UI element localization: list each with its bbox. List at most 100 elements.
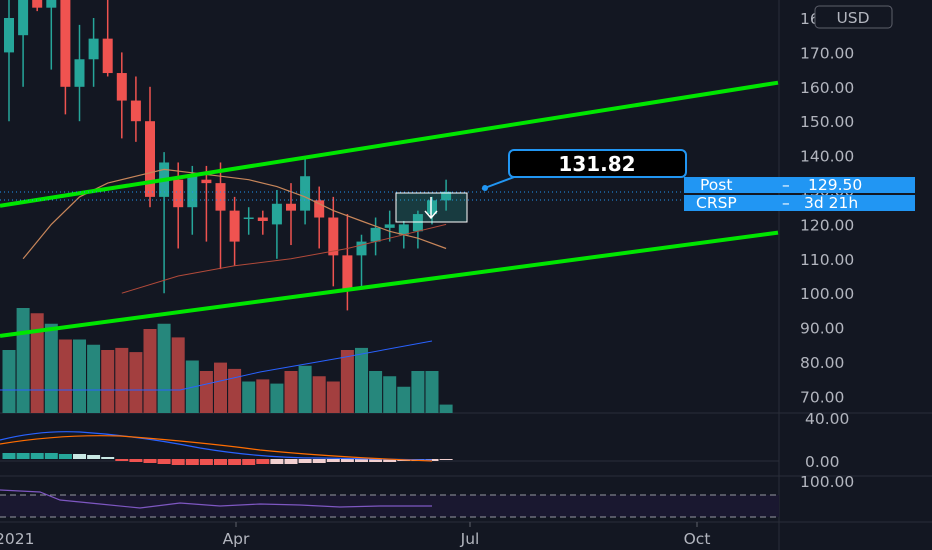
macd-histogram-bar bbox=[115, 459, 129, 461]
currency-button[interactable]: USD bbox=[814, 5, 893, 29]
candle-body bbox=[328, 217, 339, 256]
price-tick-label: 70.00 bbox=[800, 388, 844, 406]
macd-histogram-bar bbox=[73, 454, 86, 459]
symbol-tag-dash: – bbox=[782, 194, 790, 212]
candle-body bbox=[229, 210, 240, 242]
candle bbox=[145, 86, 155, 208]
candle-body bbox=[102, 38, 113, 74]
candle-body bbox=[215, 183, 226, 211]
ma-short-line bbox=[121, 223, 447, 294]
candle-body bbox=[130, 100, 141, 122]
candle bbox=[32, 0, 43, 12]
volume-bar bbox=[44, 323, 58, 413]
candle bbox=[286, 183, 296, 246]
candle-body bbox=[145, 121, 155, 197]
volume-bar bbox=[340, 350, 354, 413]
candle-body bbox=[46, 0, 57, 8]
oscillator-layer bbox=[0, 431, 779, 518]
price-tick-label: 100.00 bbox=[800, 285, 854, 303]
macd-histogram-bar bbox=[16, 453, 30, 459]
candle bbox=[229, 196, 240, 266]
price-tick-label: 170.00 bbox=[800, 44, 854, 62]
price-tick-label: 120.00 bbox=[800, 216, 854, 234]
volume-bar bbox=[157, 323, 171, 413]
volume-bar bbox=[115, 347, 129, 413]
post-tag-value: 129.50 bbox=[808, 176, 862, 194]
candle bbox=[243, 207, 254, 235]
macd-histogram-bar bbox=[326, 459, 340, 462]
volume-ma-line bbox=[0, 340, 433, 391]
rsi-tick-label: 100.00 bbox=[800, 473, 854, 491]
candle-body bbox=[74, 59, 85, 87]
candle-body bbox=[32, 0, 43, 8]
candle-body bbox=[4, 18, 14, 53]
candle-body bbox=[398, 224, 409, 235]
candle-body bbox=[441, 191, 452, 201]
price-tick-label: 140.00 bbox=[800, 148, 854, 166]
volume-bar bbox=[326, 381, 340, 413]
macd-histogram-bar bbox=[369, 459, 383, 462]
volume-bar bbox=[312, 376, 326, 413]
macd-histogram-bar bbox=[44, 453, 58, 459]
candle-body bbox=[116, 73, 127, 101]
symbol-tag-bg bbox=[684, 195, 915, 211]
volume-bar bbox=[16, 308, 30, 413]
candle-body bbox=[18, 0, 29, 36]
candle-body bbox=[412, 214, 423, 232]
candle-body bbox=[286, 203, 296, 211]
candle-body bbox=[243, 217, 254, 220]
candle bbox=[46, 0, 57, 70]
macd-tick-label: 0.00 bbox=[805, 453, 840, 471]
candle-layer bbox=[4, 0, 452, 311]
volume-bar bbox=[214, 362, 227, 413]
candle-body bbox=[384, 224, 395, 228]
macd-histogram-bar bbox=[101, 457, 115, 459]
macd-histogram-bar bbox=[228, 459, 242, 465]
volume-bar bbox=[228, 368, 242, 413]
macd-histogram-bar bbox=[312, 459, 326, 463]
price-tick-label: 150.00 bbox=[800, 113, 854, 131]
candle bbox=[116, 52, 127, 139]
candle-body bbox=[88, 38, 99, 60]
candle bbox=[412, 210, 423, 249]
symbol-tag-value: 3d 21h bbox=[804, 194, 858, 212]
volume-bar bbox=[383, 376, 397, 413]
post-price-tag: Post 129.50 – bbox=[684, 176, 915, 194]
macd-histogram-bar bbox=[143, 459, 157, 463]
candle-body bbox=[300, 176, 311, 211]
macd-histogram-bar bbox=[298, 459, 312, 463]
candle bbox=[356, 234, 367, 287]
macd-histogram-bar bbox=[58, 454, 72, 459]
candle bbox=[300, 159, 311, 225]
channel-lower-line bbox=[0, 230, 779, 338]
macd-histogram-bar bbox=[256, 459, 270, 464]
candle bbox=[342, 214, 353, 311]
time-tick-label: Jul bbox=[460, 530, 480, 548]
volume-bar bbox=[439, 404, 453, 413]
macd-tick-label: 40.00 bbox=[805, 410, 849, 428]
candle bbox=[257, 210, 268, 235]
price-callout[interactable]: 131.82 bbox=[481, 149, 687, 191]
macd-line bbox=[0, 431, 433, 461]
candle bbox=[74, 24, 85, 122]
candle bbox=[130, 76, 141, 142]
volume-bar bbox=[411, 371, 425, 413]
price-tick-label: 80.00 bbox=[800, 354, 844, 372]
candle bbox=[384, 210, 395, 242]
candle bbox=[427, 196, 437, 225]
candle bbox=[370, 217, 381, 256]
channel-upper-line bbox=[0, 80, 779, 208]
macd-histogram-bar bbox=[340, 459, 354, 462]
volume-bar bbox=[30, 313, 44, 413]
volume-bar bbox=[58, 339, 72, 413]
volume-bar bbox=[171, 337, 185, 413]
candle bbox=[271, 190, 282, 259]
down-arrow-head bbox=[424, 210, 438, 220]
candle-body bbox=[342, 255, 353, 290]
callout-value: 131.82 bbox=[558, 152, 635, 176]
candle bbox=[314, 186, 325, 249]
candle-body bbox=[173, 179, 184, 208]
volume-bar bbox=[369, 371, 383, 413]
volume-bar bbox=[143, 329, 157, 413]
